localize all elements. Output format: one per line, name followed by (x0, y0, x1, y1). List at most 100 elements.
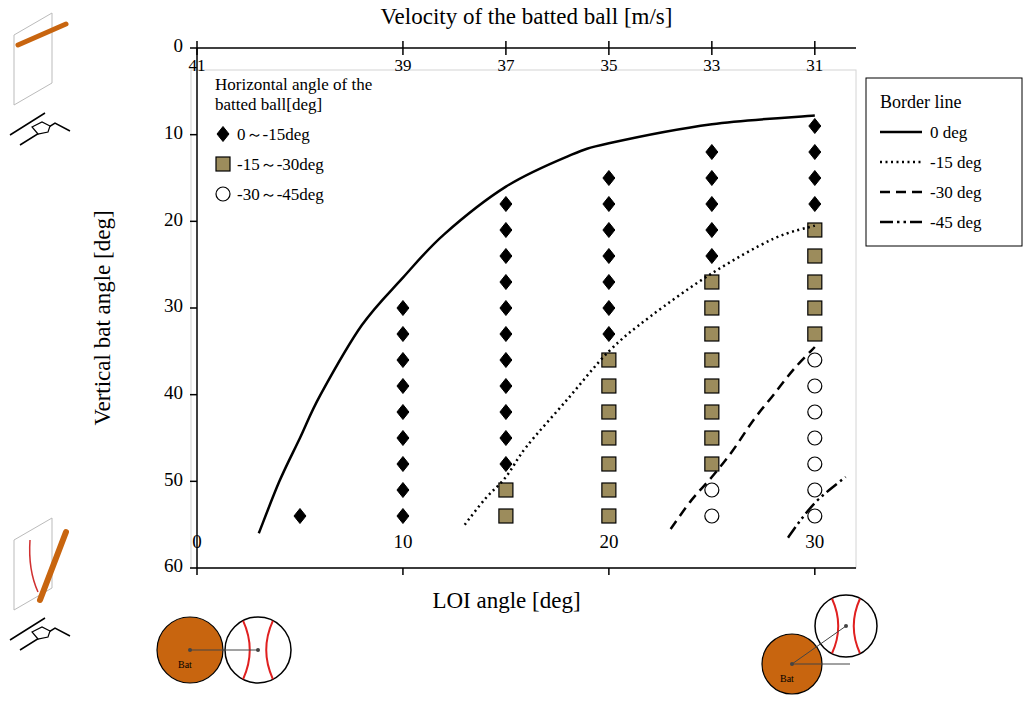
point (705, 379, 719, 393)
point (809, 197, 821, 212)
legend-label: -15～-30deg (237, 155, 324, 174)
line-legend-label: 0 deg (930, 123, 968, 142)
strike-plane (14, 13, 52, 105)
y-tick (190, 567, 197, 569)
point (397, 509, 409, 524)
x-tick-label: 20 (599, 531, 618, 552)
ball-seam (832, 599, 838, 654)
y-axis-title: Vertical bat angle [deg] (90, 210, 115, 425)
point (603, 327, 615, 342)
border-line (465, 226, 815, 525)
x2-tick-label: 37 (497, 56, 515, 75)
bat-label: Bat (780, 673, 794, 684)
y-tick-label: 0 (174, 35, 184, 56)
point (602, 483, 616, 497)
plot-marks (259, 116, 846, 538)
center-line (792, 626, 846, 664)
point (809, 119, 821, 134)
strike-plane (14, 518, 52, 610)
point (500, 353, 512, 368)
chart: 0102030405060Vertical bat angle [deg]010… (0, 0, 1029, 702)
x2-axis-line (197, 47, 856, 49)
point (706, 171, 718, 186)
legend-title-line: batted ball[deg] (215, 95, 322, 114)
x-tick-label: 10 (393, 531, 412, 552)
point (809, 145, 821, 160)
border-line (259, 116, 815, 534)
point (705, 327, 719, 341)
point (808, 353, 822, 367)
point (602, 405, 616, 419)
point (705, 483, 719, 497)
x2-tick (711, 41, 713, 55)
point (808, 457, 822, 471)
point (603, 275, 615, 290)
x2-tick (402, 41, 404, 55)
x-axis-line (197, 567, 856, 569)
x2-tick-label: 31 (806, 56, 823, 75)
point (808, 509, 822, 523)
point (500, 223, 512, 238)
box-lines (10, 113, 70, 145)
border-line (788, 477, 846, 538)
point (808, 483, 822, 497)
legend-marker (216, 157, 230, 171)
point (808, 405, 822, 419)
legend-title: Horizontal angle of thebatted ball[deg] (215, 75, 372, 114)
point (500, 275, 512, 290)
plate (32, 122, 50, 134)
x2-tick-label: 33 (703, 56, 720, 75)
point (500, 301, 512, 316)
x2-tick-label: 35 (600, 56, 617, 75)
point (397, 327, 409, 342)
point (603, 223, 615, 238)
ball-seam (266, 621, 273, 679)
point (705, 509, 719, 523)
y-tick (190, 221, 197, 223)
point (705, 275, 719, 289)
y-tick (190, 481, 197, 483)
point (500, 327, 512, 342)
point (500, 405, 512, 420)
point (397, 457, 409, 472)
point (705, 431, 719, 445)
point (705, 457, 719, 471)
point (706, 197, 718, 212)
box-lines (10, 618, 70, 650)
x2-tick-label: 39 (394, 56, 411, 75)
point (603, 197, 615, 212)
line-legend-sample (880, 161, 922, 164)
center-line (792, 664, 850, 665)
swing-arrow (30, 540, 38, 592)
point (397, 431, 409, 446)
line-legend: Border line0 deg-15 deg-30 deg-45 deg (866, 78, 1022, 246)
point (602, 353, 616, 367)
point (500, 197, 512, 212)
legend-label: -30～-45deg (237, 185, 324, 204)
point (603, 249, 615, 264)
y-tick (190, 47, 197, 49)
line-legend-label: -15 deg (930, 153, 982, 172)
plate (32, 627, 50, 639)
point (397, 353, 409, 368)
point (602, 431, 616, 445)
line-legend-sample (880, 221, 922, 224)
point (294, 509, 306, 524)
point (499, 483, 513, 497)
bat-label: Bat (178, 659, 192, 670)
y-tick-label: 40 (164, 382, 183, 403)
point (706, 223, 718, 238)
point (705, 405, 719, 419)
x2-tick (196, 41, 198, 55)
y-tick (190, 134, 197, 136)
point (808, 249, 822, 263)
x2-tick (505, 41, 507, 55)
line-legend-box (866, 78, 1022, 246)
line-legend-label: -30 deg (930, 183, 982, 202)
x-tick (402, 568, 404, 575)
point (397, 483, 409, 498)
y-tick-label: 10 (164, 122, 183, 143)
bat-sketch (40, 532, 66, 600)
border-line (671, 347, 815, 529)
point (808, 223, 822, 237)
